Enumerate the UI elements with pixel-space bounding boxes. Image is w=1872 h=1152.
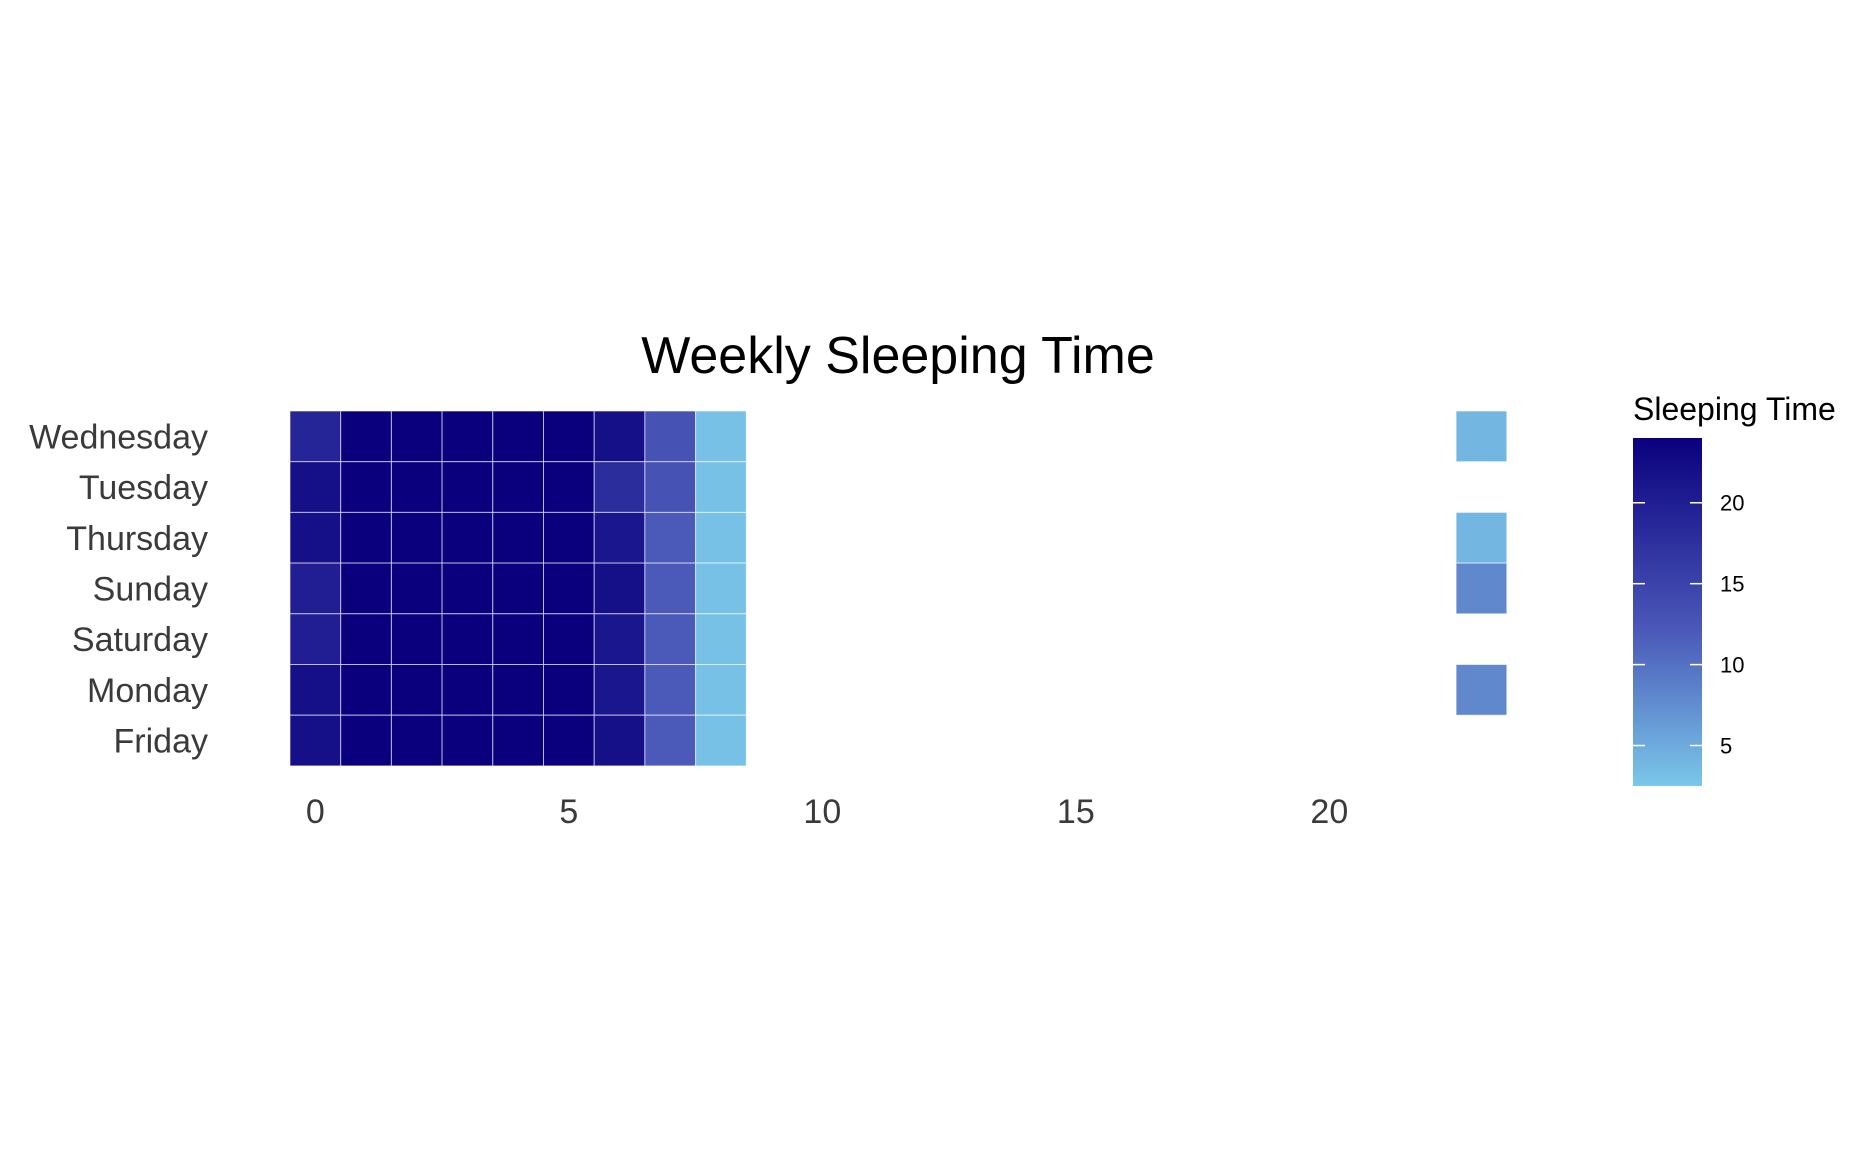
heatmap-cell: [340, 410, 392, 463]
heatmap-cell: [390, 664, 443, 716]
heatmap-cell: [543, 714, 595, 767]
heatmap-cell: [340, 562, 392, 615]
heatmap-cell: [593, 461, 646, 513]
heatmap-cell: [492, 613, 544, 665]
heatmap-cell: [543, 562, 595, 615]
y-tick-label: Thursday: [66, 520, 208, 558]
heatmap-cell: [492, 511, 544, 564]
heatmap-cell: [390, 613, 443, 665]
heatmap-cell: [492, 410, 544, 463]
y-axis-labels: Wednesday Tuesday Thursday Sunday Saturday Mo…: [29, 418, 208, 760]
colorbar-tick-label: 20: [1720, 491, 1744, 516]
heatmap-cell: [644, 613, 697, 665]
heatmap-cell: [289, 511, 342, 564]
colorbar-legend: Sleeping Time 5 10 15 20: [1633, 391, 1836, 786]
heatmap-cell: [441, 562, 494, 615]
colorbar-tick-label: 5: [1720, 734, 1732, 759]
heatmap-cell: [1455, 511, 1508, 564]
heatmap-cell: [492, 562, 544, 615]
heatmap-cell: [593, 562, 646, 615]
heatmap-cell: [644, 562, 697, 615]
colorbar-ticks: 5 10 15 20: [1633, 491, 1744, 759]
heatmap-cell: [289, 714, 342, 767]
heatmap-cell: [340, 714, 392, 767]
heatmap-cell: [543, 461, 595, 513]
heatmap-cell: [441, 511, 494, 564]
heatmap-cell: [390, 714, 443, 767]
heatmap-cell: [492, 461, 544, 513]
heatmap-cell: [593, 410, 646, 463]
heatmap-cell: [593, 613, 646, 665]
heatmap-cell: [644, 461, 697, 513]
y-tick-label: Sunday: [93, 570, 208, 608]
heatmap-cell: [695, 410, 747, 463]
heatmap-cell: [644, 511, 697, 564]
heatmap-cell: [492, 714, 544, 767]
y-tick-label: Friday: [114, 723, 208, 761]
x-tick-label: 10: [803, 793, 841, 831]
heatmap-cell: [695, 511, 747, 564]
y-tick-label: Monday: [87, 672, 208, 710]
heatmap-cell: [390, 562, 443, 615]
heatmap-cell: [695, 562, 747, 615]
x-tick-label: 5: [559, 793, 578, 831]
heatmap-cell: [390, 511, 443, 564]
heatmap-cell: [441, 613, 494, 665]
heatmap-cell: [1455, 410, 1508, 463]
heatmap-cell: [340, 461, 392, 513]
heatmap-cell: [289, 410, 342, 463]
colorbar-title: Sleeping Time: [1633, 391, 1836, 427]
x-tick-label: 15: [1057, 793, 1095, 831]
x-tick-label: 20: [1310, 793, 1348, 831]
heatmap-cell: [441, 664, 494, 716]
y-tick-label: Saturday: [72, 621, 208, 659]
heatmap-cell: [644, 664, 697, 716]
heatmap-cell: [695, 664, 747, 716]
heatmap-cell: [695, 613, 747, 665]
heatmap-cell: [492, 664, 544, 716]
heatmap-cell: [1455, 562, 1508, 615]
colorbar-tick-label: 10: [1720, 653, 1744, 678]
heatmap-cell: [289, 664, 342, 716]
heatmap-cell: [543, 664, 595, 716]
heatmap-cell: [340, 613, 392, 665]
colorbar-tick-label: 15: [1720, 572, 1744, 597]
heatmap-cells: [289, 410, 1508, 767]
heatmap-cell: [441, 714, 494, 767]
heatmap-cell: [543, 613, 595, 665]
heatmap-cell: [543, 511, 595, 564]
heatmap-cell: [593, 714, 646, 767]
chart-title: Weekly Sleeping Time: [641, 327, 1155, 385]
x-tick-label: 0: [306, 793, 325, 831]
heatmap-cell: [644, 410, 697, 463]
heatmap-cell: [441, 410, 494, 463]
heatmap-cell: [695, 714, 747, 767]
heatmap-cell: [289, 613, 342, 665]
heatmap-cell: [289, 562, 342, 615]
colorbar-gradient: [1633, 438, 1702, 786]
y-tick-label: Tuesday: [79, 469, 208, 507]
heatmap-cell: [543, 410, 595, 463]
heatmap-cell: [390, 461, 443, 513]
heatmap-cell: [340, 664, 392, 716]
heatmap-cell: [390, 410, 443, 463]
y-tick-label: Wednesday: [29, 418, 208, 456]
heatmap-cell: [340, 511, 392, 564]
heatmap-cell: [644, 714, 697, 767]
heatmap-cell: [441, 461, 494, 513]
heatmap-cell: [593, 664, 646, 716]
heatmap-cell: [289, 461, 342, 513]
x-axis-labels: 0 5 10 15 20: [306, 793, 1348, 831]
heatmap-cell: [593, 511, 646, 564]
heatmap-cell: [695, 461, 747, 513]
heatmap-cell: [1455, 664, 1508, 716]
